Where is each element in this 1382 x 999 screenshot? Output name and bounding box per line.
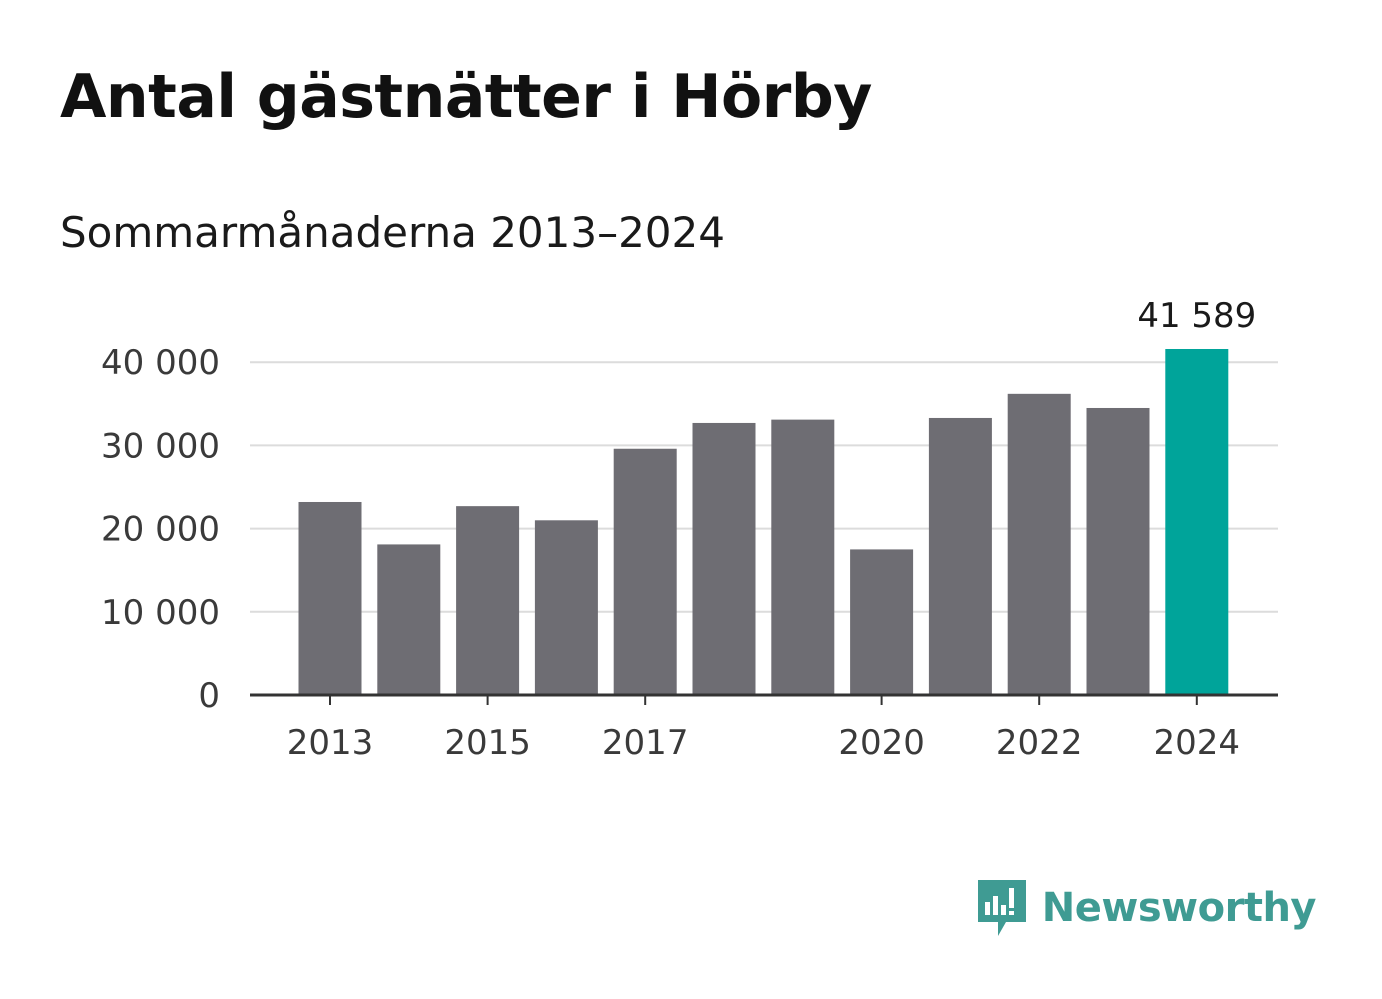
y-tick-label: 20 000 <box>101 510 220 550</box>
bar-2018 <box>692 422 756 695</box>
x-tick-label: 2020 <box>838 723 925 763</box>
bar-2014 <box>377 544 441 695</box>
chart-subtitle: Sommarmånaderna 2013–2024 <box>60 208 725 257</box>
x-tick-label: 2024 <box>1154 723 1241 763</box>
brand-name: Newsworthy <box>1041 885 1317 931</box>
newsworthy-bars-icon <box>977 880 1026 936</box>
bar-2015 <box>456 506 520 695</box>
labels: 0 10 000 20 000 30 000 40 000 2013 2015 2017 202… <box>101 296 1256 763</box>
bar-2021 <box>928 417 992 695</box>
x-tick-label: 2022 <box>996 723 1083 763</box>
newsworthy-logo: Newsworthy <box>976 876 1317 940</box>
y-tick-label: 0 <box>198 676 220 716</box>
bar-2020 <box>850 549 914 695</box>
bar-2019 <box>771 419 835 695</box>
bar-2016 <box>534 520 598 695</box>
bars <box>298 349 1229 695</box>
y-tick-label: 30 000 <box>101 426 220 466</box>
x-axis <box>250 693 1278 705</box>
bar-2013 <box>298 501 362 695</box>
y-tick-label: 40 000 <box>101 343 220 383</box>
y-tick-label: 10 000 <box>101 593 220 633</box>
x-tick-label: 2017 <box>602 723 689 763</box>
data-label: 41 589 <box>1137 296 1256 336</box>
bar-2023 <box>1086 407 1150 695</box>
bar-2022 <box>1007 393 1071 695</box>
bar-2024 <box>1165 349 1229 695</box>
x-tick-label: 2015 <box>444 723 531 763</box>
bar-2017 <box>613 448 677 695</box>
x-tick-label: 2013 <box>287 723 374 763</box>
chart-title: Antal gästnätter i Hörby <box>60 62 872 132</box>
